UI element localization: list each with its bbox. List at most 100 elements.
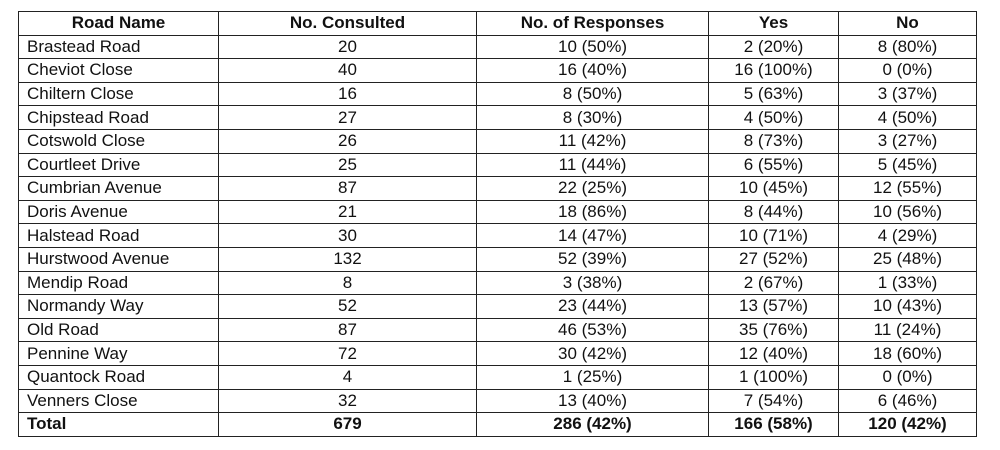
data-cell: 1 (33%) bbox=[838, 270, 977, 296]
data-cell: 16 bbox=[218, 81, 477, 107]
data-cell: 52 bbox=[218, 294, 477, 319]
table-body: Brastead Road 20 10 (50%) 2 (20%) 8 (80%) Che… bbox=[18, 34, 977, 437]
road-name-cell: Cotswold Close bbox=[18, 128, 219, 154]
data-cell: 8 (50%) bbox=[476, 81, 709, 107]
data-cell: 23 (44%) bbox=[476, 294, 709, 319]
data-cell: 7 (54%) bbox=[708, 388, 839, 414]
data-cell: 16 (40%) bbox=[476, 58, 709, 83]
data-cell: 10 (71%) bbox=[708, 223, 839, 248]
table-row: Normandy Way 52 23 (44%) 13 (57%) 10 (43%) bbox=[18, 294, 977, 319]
data-cell: 4 (50%) bbox=[838, 105, 977, 130]
data-cell: 30 bbox=[218, 223, 477, 248]
data-cell: 132 bbox=[218, 246, 477, 272]
data-cell: 10 (50%) bbox=[476, 34, 709, 60]
data-cell: 52 (39%) bbox=[476, 246, 709, 272]
total-label-cell: Total bbox=[18, 412, 219, 437]
table-row: Cotswold Close 26 11 (42%) 8 (73%) 3 (27%) bbox=[18, 128, 977, 154]
header-cell: No. of Responses bbox=[476, 11, 709, 36]
data-cell: 8 (44%) bbox=[708, 199, 839, 225]
header-row: Road Name No. Consulted No. of Responses Ye… bbox=[18, 11, 977, 36]
data-cell: 5 (45%) bbox=[838, 152, 977, 178]
total-cell: 166 (58%) bbox=[708, 412, 839, 437]
data-cell: 72 bbox=[218, 341, 477, 366]
data-cell: 4 bbox=[218, 364, 477, 390]
data-cell: 0 (0%) bbox=[838, 58, 977, 83]
road-name-cell: Halstead Road bbox=[18, 223, 219, 248]
road-name-cell: Chiltern Close bbox=[18, 81, 219, 107]
data-cell: 0 (0%) bbox=[838, 364, 977, 390]
total-row: Total 679 286 (42%) 166 (58%) 120 (42%) bbox=[18, 412, 977, 437]
table-row: Chiltern Close 16 8 (50%) 5 (63%) 3 (37%) bbox=[18, 81, 977, 107]
data-cell: 12 (40%) bbox=[708, 341, 839, 366]
table-row: Courtleet Drive 25 11 (44%) 6 (55%) 5 (45%) bbox=[18, 152, 977, 178]
data-cell: 18 (60%) bbox=[838, 341, 977, 366]
table-row: Venners Close 32 13 (40%) 7 (54%) 6 (46%) bbox=[18, 388, 977, 414]
road-name-cell: Normandy Way bbox=[18, 294, 219, 319]
road-name-cell: Mendip Road bbox=[18, 270, 219, 296]
road-name-cell: Pennine Way bbox=[18, 341, 219, 366]
data-cell: 21 bbox=[218, 199, 477, 225]
road-name-cell: Cheviot Close bbox=[18, 58, 219, 83]
data-cell: 4 (50%) bbox=[708, 105, 839, 130]
road-name-cell: Old Road bbox=[18, 317, 219, 343]
data-cell: 2 (67%) bbox=[708, 270, 839, 296]
data-cell: 25 bbox=[218, 152, 477, 178]
total-cell: 679 bbox=[218, 412, 477, 437]
table-row: Doris Avenue 21 18 (86%) 8 (44%) 10 (56%) bbox=[18, 199, 977, 225]
data-cell: 11 (24%) bbox=[838, 317, 977, 343]
data-cell: 10 (45%) bbox=[708, 176, 839, 201]
data-cell: 22 (25%) bbox=[476, 176, 709, 201]
data-cell: 18 (86%) bbox=[476, 199, 709, 225]
data-cell: 30 (42%) bbox=[476, 341, 709, 366]
table-row: Old Road 87 46 (53%) 35 (76%) 11 (24%) bbox=[18, 317, 977, 343]
header-cell: Road Name bbox=[18, 11, 219, 36]
table-row: Hurstwood Avenue 132 52 (39%) 27 (52%) 25 (4… bbox=[18, 246, 977, 272]
data-cell: 46 (53%) bbox=[476, 317, 709, 343]
header-cell: No bbox=[838, 11, 977, 36]
data-cell: 8 (30%) bbox=[476, 105, 709, 130]
data-cell: 25 (48%) bbox=[838, 246, 977, 272]
data-cell: 20 bbox=[218, 34, 477, 60]
data-cell: 5 (63%) bbox=[708, 81, 839, 107]
road-name-cell: Doris Avenue bbox=[18, 199, 219, 225]
data-cell: 27 (52%) bbox=[708, 246, 839, 272]
consultation-table: Road Name No. Consulted No. of Responses Ye… bbox=[18, 11, 977, 437]
table-row: Brastead Road 20 10 (50%) 2 (20%) 8 (80%) bbox=[18, 34, 977, 60]
data-cell: 4 (29%) bbox=[838, 223, 977, 248]
data-cell: 2 (20%) bbox=[708, 34, 839, 60]
data-cell: 10 (56%) bbox=[838, 199, 977, 225]
table-row: Quantock Road 4 1 (25%) 1 (100%) 0 (0%) bbox=[18, 364, 977, 390]
road-name-cell: Quantock Road bbox=[18, 364, 219, 390]
data-cell: 6 (46%) bbox=[838, 388, 977, 414]
table-row: Mendip Road 8 3 (38%) 2 (67%) 1 (33%) bbox=[18, 270, 977, 296]
table-row: Cheviot Close 40 16 (40%) 16 (100%) 0 (0%) bbox=[18, 58, 977, 83]
data-cell: 87 bbox=[218, 176, 477, 201]
data-cell: 35 (76%) bbox=[708, 317, 839, 343]
table-container: Road Name No. Consulted No. of Responses Ye… bbox=[18, 11, 977, 437]
data-cell: 26 bbox=[218, 128, 477, 154]
total-cell: 286 (42%) bbox=[476, 412, 709, 437]
road-name-cell: Courtleet Drive bbox=[18, 152, 219, 178]
table-row: Pennine Way 72 30 (42%) 12 (40%) 18 (60%) bbox=[18, 341, 977, 366]
road-name-cell: Venners Close bbox=[18, 388, 219, 414]
table-row: Chipstead Road 27 8 (30%) 4 (50%) 4 (50%) bbox=[18, 105, 977, 130]
data-cell: 8 (80%) bbox=[838, 34, 977, 60]
data-cell: 13 (40%) bbox=[476, 388, 709, 414]
data-cell: 8 (73%) bbox=[708, 128, 839, 154]
data-cell: 27 bbox=[218, 105, 477, 130]
data-cell: 11 (42%) bbox=[476, 128, 709, 154]
table-row: Cumbrian Avenue 87 22 (25%) 10 (45%) 12 (55%… bbox=[18, 176, 977, 201]
data-cell: 1 (25%) bbox=[476, 364, 709, 390]
header-cell: Yes bbox=[708, 11, 839, 36]
data-cell: 13 (57%) bbox=[708, 294, 839, 319]
data-cell: 10 (43%) bbox=[838, 294, 977, 319]
data-cell: 32 bbox=[218, 388, 477, 414]
header-cell: No. Consulted bbox=[218, 11, 477, 36]
data-cell: 12 (55%) bbox=[838, 176, 977, 201]
data-cell: 87 bbox=[218, 317, 477, 343]
table-row: Halstead Road 30 14 (47%) 10 (71%) 4 (29%) bbox=[18, 223, 977, 248]
data-cell: 40 bbox=[218, 58, 477, 83]
data-cell: 3 (37%) bbox=[838, 81, 977, 107]
road-name-cell: Hurstwood Avenue bbox=[18, 246, 219, 272]
